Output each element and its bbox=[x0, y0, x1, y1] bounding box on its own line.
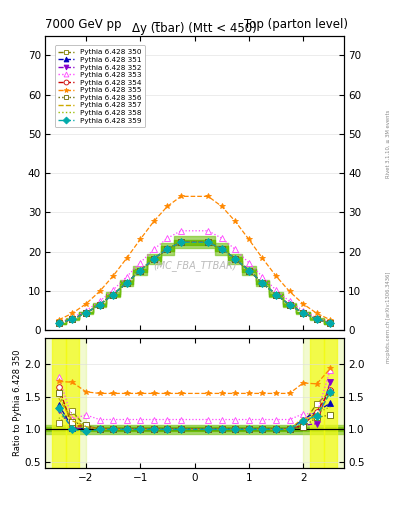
Text: Rivet 3.1.10, ≥ 3M events: Rivet 3.1.10, ≥ 3M events bbox=[386, 109, 391, 178]
Bar bbox=[66, 338, 79, 468]
Bar bbox=[45, 428, 344, 431]
Bar bbox=[45, 338, 86, 468]
Bar bbox=[45, 425, 344, 434]
Text: 7000 GeV pp: 7000 GeV pp bbox=[45, 18, 122, 31]
Legend: Pythia 6.428 350, Pythia 6.428 351, Pythia 6.428 352, Pythia 6.428 353, Pythia 6: Pythia 6.428 350, Pythia 6.428 351, Pyth… bbox=[55, 46, 145, 127]
Title: Δy (t̅bar) (Mtt < 450): Δy (t̅bar) (Mtt < 450) bbox=[132, 22, 257, 35]
Text: Top (parton level): Top (parton level) bbox=[244, 18, 348, 31]
Bar bbox=[303, 338, 344, 468]
Text: mcplots.cern.ch [arXiv:1306.3436]: mcplots.cern.ch [arXiv:1306.3436] bbox=[386, 272, 391, 363]
Bar bbox=[52, 338, 66, 468]
Bar bbox=[310, 338, 323, 468]
Text: (MC_FBA_TTBAR): (MC_FBA_TTBAR) bbox=[153, 260, 236, 271]
Bar bbox=[323, 338, 337, 468]
Y-axis label: Ratio to Pythia 6.428 350: Ratio to Pythia 6.428 350 bbox=[13, 350, 22, 457]
